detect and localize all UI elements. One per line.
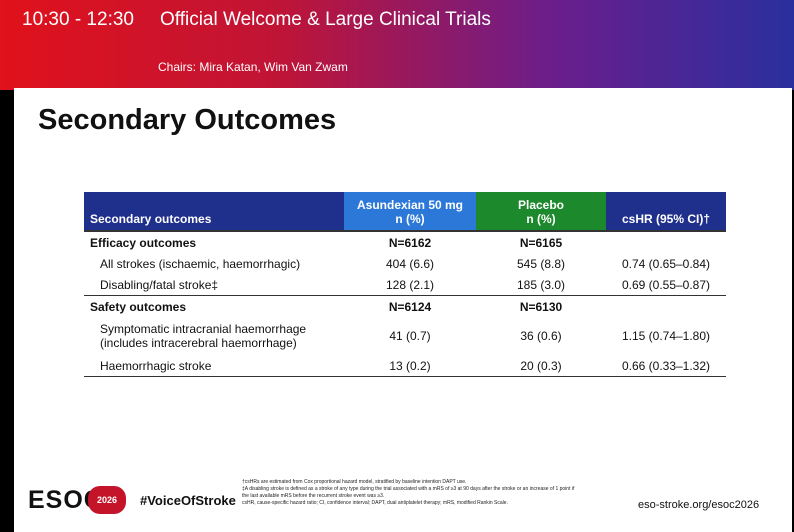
cshr-value: 0.69 (0.55–0.87) <box>621 277 711 292</box>
header-placebo: Placebo n (%) <box>476 192 606 230</box>
table-row: Symptomatic intracranial haemorrhage (inc… <box>84 317 726 355</box>
table-header: Secondary outcomes Asundexian 50 mg n (%)… <box>84 192 726 232</box>
footer-url: eso-stroke.org/esoc2026 <box>638 499 760 511</box>
session-title: Official Welcome & Large Clinical Trials <box>160 9 491 30</box>
outcome-label: Haemorrhagic stroke <box>100 358 212 373</box>
placebo-value: 185 (3.0) <box>516 277 566 292</box>
asundexian-value: 128 (2.1) <box>385 277 435 292</box>
table-row: Disabling/fatal stroke‡ 128 (2.1) 185 (3… <box>84 274 726 295</box>
n-asundexian: N=6124 <box>388 299 432 314</box>
placebo-value: 545 (8.8) <box>516 256 566 271</box>
header-asundexian: Asundexian 50 mg n (%) <box>344 192 476 230</box>
asundexian-value: 404 (6.6) <box>385 256 435 271</box>
cshr-value: 0.74 (0.65–0.84) <box>621 256 711 271</box>
session-time: 10:30 - 12:30 <box>22 9 134 30</box>
outcomes-table: Secondary outcomes Asundexian 50 mg n (%)… <box>84 192 726 377</box>
header-outcomes: Secondary outcomes <box>84 192 344 230</box>
cshr-value: 1.15 (0.74–1.80) <box>621 329 711 343</box>
hashtag: #VoiceOfStroke <box>140 493 236 508</box>
section-label: Safety outcomes <box>90 299 187 314</box>
n-asundexian: N=6162 <box>388 235 432 250</box>
n-placebo: N=6130 <box>519 299 563 314</box>
outcome-label: All strokes (ischaemic, haemorrhagic) <box>100 256 301 271</box>
placebo-value: 36 (0.6) <box>520 329 562 343</box>
esoc-year-badge: 2026 <box>88 486 126 514</box>
table-row-safety-section: Safety outcomes N=6124 N=6130 <box>84 295 726 317</box>
footnote: ‡A disabling stroke is defined as a stro… <box>242 486 575 499</box>
n-placebo: N=6165 <box>519 235 563 250</box>
table-row: Haemorrhagic stroke 13 (0.2) 20 (0.3) 0.… <box>84 355 726 377</box>
section-label: Efficacy outcomes <box>90 235 197 250</box>
asundexian-value: 41 (0.7) <box>389 329 431 343</box>
table-row: All strokes (ischaemic, haemorrhagic) 40… <box>84 253 726 274</box>
slide-title: Secondary Outcomes <box>38 104 337 136</box>
cshr-value: 0.66 (0.33–1.32) <box>621 358 711 373</box>
footnotes: †csHRs are estimated from Cox proportion… <box>242 479 582 507</box>
outcome-label: Symptomatic intracranial haemorrhage (inc… <box>100 322 307 350</box>
session-banner: 10:30 - 12:30 Official Welcome & Large C… <box>0 0 794 90</box>
footnote: †csHRs are estimated from Cox proportion… <box>242 479 467 485</box>
placebo-value: 20 (0.3) <box>520 358 562 373</box>
footnote: csHR, cause-specific hazard ratio; CI, c… <box>242 500 508 506</box>
session-chairs: Chairs: Mira Katan, Wim Van Zwam <box>158 60 348 74</box>
table-row-efficacy-section: Efficacy outcomes N=6162 N=6165 <box>84 232 726 253</box>
header-cshr: csHR (95% CI)† <box>606 192 726 230</box>
slide: Secondary Outcomes Secondary outcomes As… <box>14 88 792 532</box>
asundexian-value: 13 (0.2) <box>389 358 431 373</box>
outcome-label: Disabling/fatal stroke‡ <box>100 277 219 292</box>
